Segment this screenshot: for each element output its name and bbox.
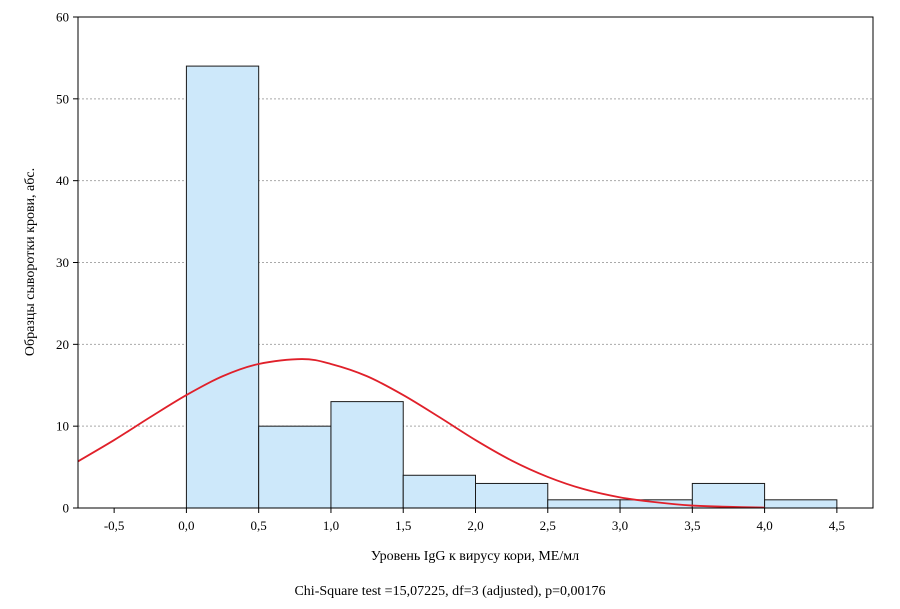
x-axis-title: Уровень IgG к вирусу кори, МЕ/мл (371, 549, 579, 564)
y-tick-label: 30 (56, 255, 69, 270)
x-tick-label: 0,0 (178, 518, 194, 533)
histogram-bar (475, 482, 549, 509)
x-tick-label: 1,0 (323, 518, 339, 533)
histogram-bar (258, 425, 332, 509)
x-tick-label: 1,5 (395, 518, 411, 533)
y-axis-title: Образцы сыворотки крови, абс. (23, 168, 38, 356)
histogram-bar (185, 65, 260, 509)
y-axis-ticks: 0 10 20 30 40 50 60 (56, 10, 78, 516)
y-tick-label: 20 (56, 337, 69, 352)
histogram-bar (764, 499, 838, 509)
x-tick-label: 4,0 (756, 518, 772, 533)
y-tick-label: 50 (56, 91, 69, 106)
histogram-bar (691, 482, 766, 509)
x-tick-label: 4,5 (829, 518, 845, 533)
x-tick-label: 2,5 (540, 518, 556, 533)
x-axis-ticks: -0,5 0,0 0,5 1,0 1,5 2,0 2,5 3,0 3,5 4,0 4,5 (104, 508, 845, 533)
y-tick-label: 40 (56, 173, 69, 188)
x-tick-label: 3,5 (684, 518, 700, 533)
x-tick-label: 0,5 (251, 518, 267, 533)
y-tick-label: 0 (63, 501, 70, 516)
y-tick-label: 10 (56, 419, 69, 434)
fit-curve-line (77, 358, 765, 509)
x-tick-label: 2,0 (467, 518, 483, 533)
histogram-bar (330, 401, 404, 509)
histogram-bars (185, 65, 838, 509)
y-tick-label: 60 (56, 10, 69, 25)
histogram-bar (547, 499, 621, 509)
histogram-bar (402, 474, 476, 509)
chi-square-caption: Chi-Square test =15,07225, df=3 (adjuste… (294, 584, 605, 599)
x-tick-label: -0,5 (104, 518, 125, 533)
x-tick-label: 3,0 (612, 518, 628, 533)
normal-fit-curve (77, 358, 765, 509)
